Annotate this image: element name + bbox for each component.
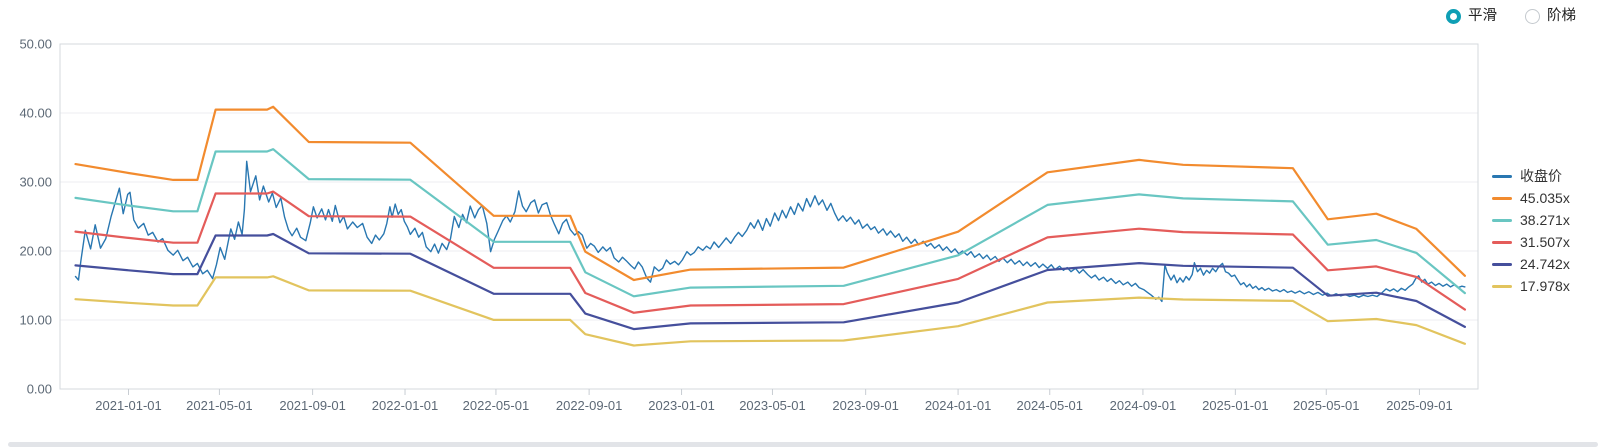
x-axis-tick-label: 2024-01-01: [925, 398, 992, 413]
x-axis-tick-label: 2024-05-01: [1016, 398, 1083, 413]
legend-line-swatch: [1492, 196, 1512, 200]
legend-label: 31.507x: [1520, 234, 1570, 250]
series-line-band-24.742x: [74, 232, 1467, 331]
series-line-band-38.271x: [74, 148, 1467, 298]
chart-legend: 收盘价 45.035x 38.271x 31.507x 24.742x 17.978x: [1492, 165, 1598, 297]
x-axis-tick-label: 2025-01-01: [1202, 398, 1269, 413]
x-axis-tick-label: 2025-05-01: [1293, 398, 1360, 413]
y-axis-tick-label: 40.00: [19, 106, 52, 121]
series-line-band-17.978x: [74, 275, 1467, 347]
radio-label: 阶梯: [1547, 8, 1576, 25]
legend-item-24.742x[interactable]: 24.742x: [1492, 253, 1598, 275]
x-axis-tick-label: 2021-05-01: [186, 398, 253, 413]
x-axis-tick-label: 2025-09-01: [1386, 398, 1453, 413]
series-line-band-45.035x: [74, 105, 1467, 282]
radio-option-阶梯[interactable]: 阶梯: [1525, 9, 1576, 24]
plot-border: [59, 43, 1479, 390]
legend-item-收盘价[interactable]: 收盘价: [1492, 165, 1598, 187]
radio-label: 平滑: [1468, 8, 1497, 25]
x-axis-tick-label: 2021-01-01: [95, 398, 162, 413]
series-line-band-31.507x: [74, 190, 1467, 314]
y-axis-tick-label: 20.00: [19, 244, 52, 259]
legend-line-swatch: [1492, 174, 1512, 178]
legend-item-17.978x[interactable]: 17.978x: [1492, 275, 1598, 297]
x-axis-tick-label: 2024-09-01: [1110, 398, 1177, 413]
y-axis-tick-label: 50.00: [19, 37, 52, 52]
line-style-radio-group: 平滑 阶梯: [1446, 9, 1576, 24]
legend-label: 收盘价: [1520, 168, 1562, 184]
y-axis-tick-label: 0.00: [27, 382, 52, 397]
x-axis-tick-label: 2023-05-01: [739, 398, 806, 413]
x-axis-tick-label: 2021-09-01: [279, 398, 346, 413]
x-axis-tick-label: 2022-01-01: [372, 398, 439, 413]
x-axis-tick-label: 2022-05-01: [463, 398, 530, 413]
series-line-close-price: [74, 160, 1466, 303]
radio-unselected-icon[interactable]: [1525, 9, 1540, 24]
x-axis-tick-label: 2022-09-01: [556, 398, 623, 413]
y-axis-tick-label: 30.00: [19, 175, 52, 190]
legend-item-45.035x[interactable]: 45.035x: [1492, 187, 1598, 209]
legend-label: 17.978x: [1520, 278, 1570, 294]
legend-item-38.271x[interactable]: 38.271x: [1492, 209, 1598, 231]
legend-line-swatch: [1492, 218, 1512, 222]
legend-line-swatch: [1492, 262, 1512, 266]
x-axis-tick-label: 2023-01-01: [648, 398, 715, 413]
legend-label: 24.742x: [1520, 256, 1570, 272]
y-axis-tick-label: 10.00: [19, 313, 52, 328]
horizontal-scrollbar[interactable]: [8, 442, 1598, 447]
legend-line-swatch: [1492, 240, 1512, 244]
legend-label: 45.035x: [1520, 190, 1570, 206]
legend-line-swatch: [1492, 284, 1512, 288]
x-axis-tick-label: 2023-09-01: [832, 398, 899, 413]
legend-item-31.507x[interactable]: 31.507x: [1492, 231, 1598, 253]
legend-label: 38.271x: [1520, 212, 1570, 228]
radio-option-平滑[interactable]: 平滑: [1446, 9, 1497, 24]
radio-selected-icon[interactable]: [1446, 9, 1461, 24]
